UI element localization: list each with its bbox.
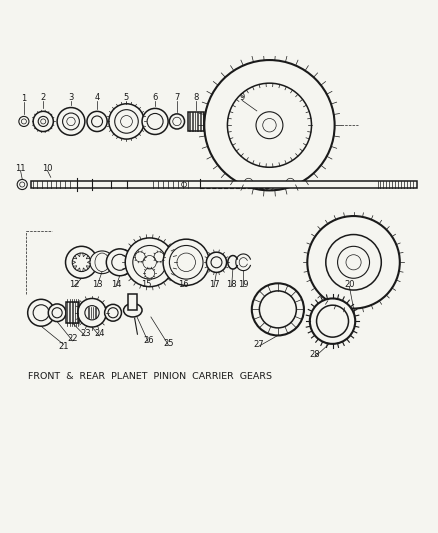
Text: 17: 17 xyxy=(208,280,219,289)
Text: 8: 8 xyxy=(193,93,198,102)
Text: 12: 12 xyxy=(69,280,79,289)
Text: 5: 5 xyxy=(124,93,129,102)
Text: 20: 20 xyxy=(344,280,355,289)
Circle shape xyxy=(78,298,106,327)
Text: 22: 22 xyxy=(67,334,78,343)
Circle shape xyxy=(204,60,335,190)
Text: 19: 19 xyxy=(238,280,249,289)
Text: 28: 28 xyxy=(310,350,320,359)
Ellipse shape xyxy=(124,303,142,317)
Circle shape xyxy=(310,298,355,344)
Circle shape xyxy=(105,304,121,321)
Text: 10: 10 xyxy=(42,164,53,173)
Text: 4: 4 xyxy=(95,93,100,102)
Circle shape xyxy=(48,304,66,321)
Circle shape xyxy=(33,111,53,132)
Text: FRONT  &  REAR  PLANET  PINION  CARRIER  GEARS: FRONT & REAR PLANET PINION CARRIER GEARS xyxy=(28,372,272,381)
Text: 11: 11 xyxy=(15,164,26,173)
Text: 25: 25 xyxy=(163,338,174,348)
Circle shape xyxy=(57,108,85,135)
Text: 3: 3 xyxy=(68,93,74,102)
Circle shape xyxy=(109,104,144,139)
Text: 16: 16 xyxy=(178,280,189,289)
Text: 27: 27 xyxy=(253,340,264,349)
Text: 1: 1 xyxy=(21,94,27,103)
Circle shape xyxy=(163,239,209,286)
Bar xyxy=(67,302,79,324)
Circle shape xyxy=(206,252,226,272)
Text: 9: 9 xyxy=(240,93,245,102)
Circle shape xyxy=(28,300,55,326)
Text: 15: 15 xyxy=(141,280,152,289)
Text: 13: 13 xyxy=(92,280,102,289)
Bar xyxy=(188,112,204,131)
Circle shape xyxy=(87,111,107,132)
Circle shape xyxy=(307,216,400,309)
Text: 7: 7 xyxy=(174,93,180,102)
Circle shape xyxy=(66,246,98,278)
Text: 21: 21 xyxy=(58,342,69,351)
Circle shape xyxy=(142,108,168,134)
Text: 2: 2 xyxy=(41,93,46,102)
Circle shape xyxy=(125,238,174,287)
Bar xyxy=(128,294,138,310)
Ellipse shape xyxy=(90,251,114,273)
Text: 26: 26 xyxy=(143,336,154,344)
Text: 18: 18 xyxy=(226,280,237,289)
Circle shape xyxy=(106,249,133,276)
Circle shape xyxy=(252,284,304,335)
Text: 6: 6 xyxy=(152,93,158,102)
Circle shape xyxy=(170,114,184,129)
Text: 24: 24 xyxy=(94,329,105,338)
Circle shape xyxy=(17,180,27,190)
Text: 14: 14 xyxy=(111,280,121,289)
Text: 23: 23 xyxy=(80,329,91,338)
Bar xyxy=(31,181,417,188)
